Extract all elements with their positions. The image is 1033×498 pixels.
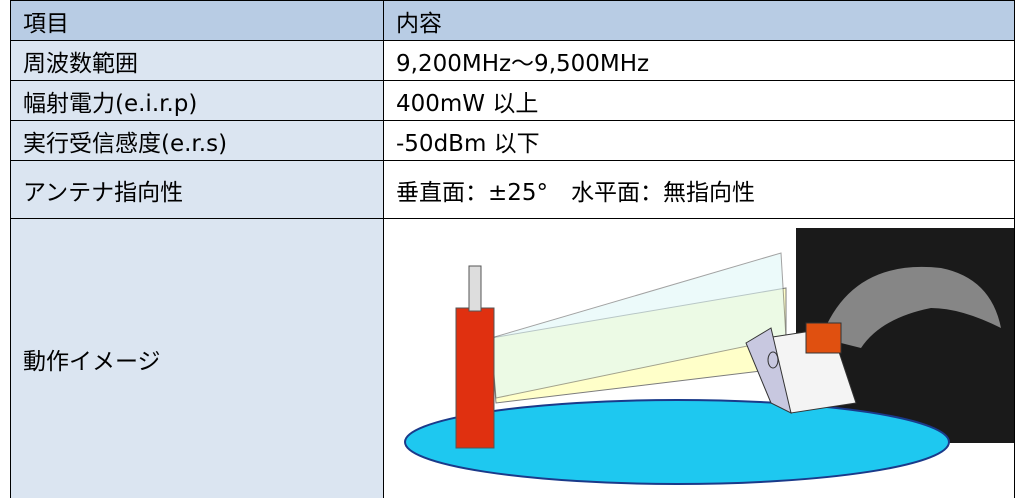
ship-funnel <box>805 322 842 353</box>
radar-echo <box>821 266 1001 348</box>
row-label: 周波数範囲 <box>10 40 385 82</box>
row-value: 垂直面：±25° 水平面：無指向性 <box>383 160 1015 220</box>
porthole <box>767 351 779 368</box>
header-cell: 項目 <box>10 0 385 42</box>
operation-illustration <box>404 227 1014 485</box>
transponder-antenna <box>468 265 482 311</box>
row-label: 実行受信感度(e.r.s) <box>10 120 385 162</box>
row-label: 幅射電力(e.i.r.p) <box>10 80 385 122</box>
header-cell: 内容 <box>383 0 1015 42</box>
row-value: -50dBm 以下 <box>383 120 1015 162</box>
page: 項目 内容 周波数範囲 9,200MHz～9,500MHz 幅射電力(e.i.r… <box>10 0 1015 498</box>
row-label: 動作イメージ <box>10 218 385 498</box>
row-value: 9,200MHz～9,500MHz <box>383 40 1015 82</box>
row-value: 400mW 以上 <box>383 80 1015 122</box>
row-label: アンテナ指向性 <box>10 160 385 220</box>
image-cell <box>383 218 1015 498</box>
transponder <box>455 307 495 448</box>
ship-bow <box>745 326 792 414</box>
